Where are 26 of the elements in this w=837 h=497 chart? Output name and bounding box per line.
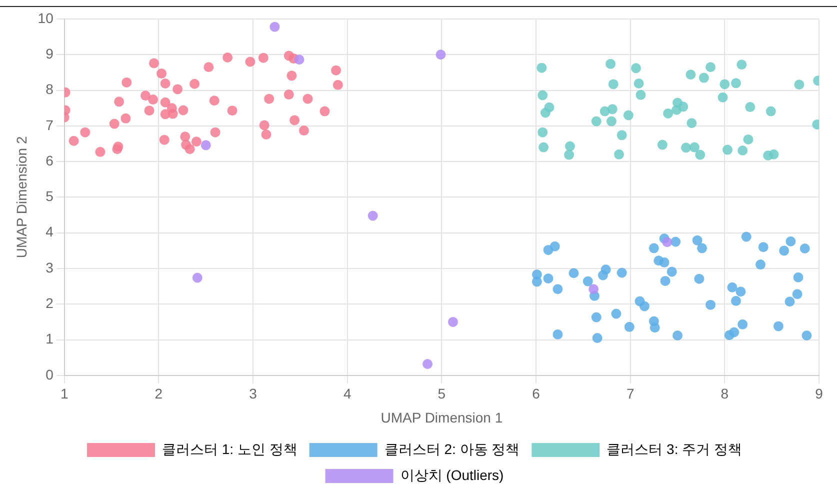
x-axis-title: UMAP Dimension 1 xyxy=(380,409,503,426)
y-tick-label: 8 xyxy=(46,81,54,98)
x-tick-label: 6 xyxy=(532,386,540,402)
x-tick-label: 8 xyxy=(720,386,729,402)
x-tick-label: 4 xyxy=(343,386,352,402)
y-tick-label: 6 xyxy=(46,152,54,168)
y-tick-label: 7 xyxy=(46,116,54,133)
y-tick-label: 10 xyxy=(38,10,54,26)
y-tick-label: 3 xyxy=(46,259,54,276)
x-tick-label: 9 xyxy=(815,386,824,402)
y-axis-title: UMAP Dimension 2 xyxy=(13,136,30,258)
x-tick-label: 7 xyxy=(626,386,634,402)
y-tick-label: 5 xyxy=(46,188,54,204)
y-tick-label: 4 xyxy=(46,224,54,240)
legend-label: 클러스터 2: 아동 정책 xyxy=(384,440,520,457)
x-tick-label: 1 xyxy=(60,386,68,402)
legend-label: 클러스터 3: 주거 정책 xyxy=(606,440,742,457)
y-tick-label: 2 xyxy=(46,294,54,311)
y-tick-label: 1 xyxy=(46,330,54,347)
x-tick-label: 3 xyxy=(249,386,258,402)
y-tick-label: 0 xyxy=(46,366,54,382)
x-tick-label: 2 xyxy=(154,386,163,402)
x-tick-label: 5 xyxy=(438,386,446,402)
legend-label: 이상치 (Outliers) xyxy=(400,466,504,483)
y-tick-label: 9 xyxy=(46,46,54,62)
legend-label: 클러스터 1: 노인 정책 xyxy=(162,440,298,457)
